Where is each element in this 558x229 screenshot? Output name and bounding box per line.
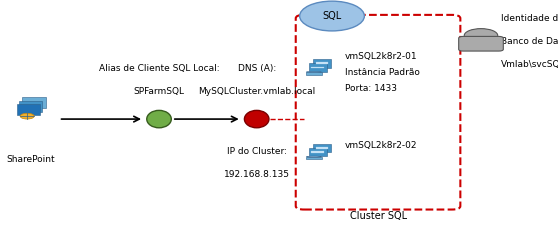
Text: Identidade do Mecanismo do: Identidade do Mecanismo do [501,14,558,23]
Text: Instância Padrão: Instância Padrão [345,68,420,77]
FancyBboxPatch shape [17,104,40,115]
Text: SQL: SQL [323,11,341,21]
FancyBboxPatch shape [459,36,503,51]
Text: 192.168.8.135: 192.168.8.135 [224,169,290,179]
Text: DNS (A):: DNS (A): [238,64,276,73]
FancyBboxPatch shape [316,63,329,64]
FancyBboxPatch shape [311,151,324,153]
Text: vmSQL2k8r2-02: vmSQL2k8r2-02 [345,141,417,150]
FancyBboxPatch shape [316,147,329,149]
FancyBboxPatch shape [296,15,460,210]
Circle shape [20,113,34,119]
Text: Cluster SQL: Cluster SQL [350,211,407,221]
Text: Vmlab\svcSQL: Vmlab\svcSQL [501,60,558,69]
Text: IP do Cluster:: IP do Cluster: [227,147,287,156]
FancyBboxPatch shape [311,67,324,68]
Ellipse shape [300,1,364,31]
Text: SPFarmSQL: SPFarmSQL [133,87,185,96]
FancyBboxPatch shape [309,63,326,72]
Ellipse shape [244,110,269,128]
Text: SharePoint: SharePoint [6,155,55,164]
FancyBboxPatch shape [22,97,46,108]
Text: Porta: 1433: Porta: 1433 [345,84,397,93]
Text: MySQLCluster.vmlab.local: MySQLCluster.vmlab.local [198,87,315,96]
FancyBboxPatch shape [313,144,331,152]
FancyBboxPatch shape [309,148,326,156]
FancyBboxPatch shape [306,156,322,159]
Circle shape [464,29,498,42]
FancyBboxPatch shape [306,72,322,75]
FancyBboxPatch shape [19,101,42,112]
FancyBboxPatch shape [313,59,331,68]
Ellipse shape [306,71,321,73]
Ellipse shape [306,156,321,157]
Text: vmSQL2k8r2-01: vmSQL2k8r2-01 [345,52,417,61]
Ellipse shape [147,110,171,128]
Text: Alias de Cliente SQL Local:: Alias de Cliente SQL Local: [99,64,219,73]
Text: Banco de Dados SQL: Banco de Dados SQL [501,37,558,46]
